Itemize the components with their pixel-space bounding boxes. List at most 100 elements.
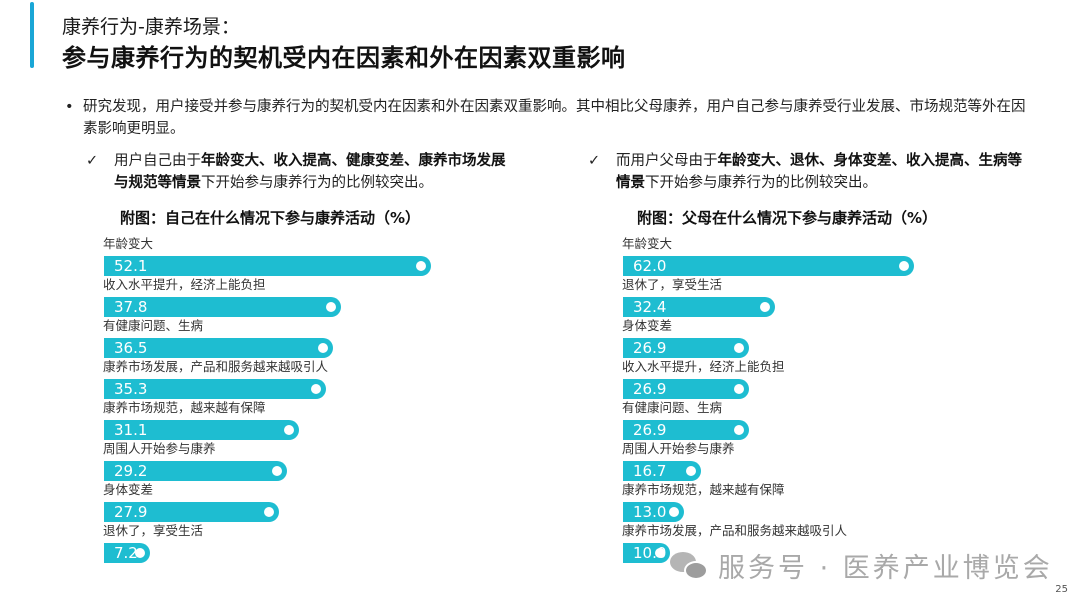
bar-category-label: 收入水平提升，经济上能负担 (622, 359, 785, 374)
bar: 62.0 (623, 256, 914, 276)
bar: 37.8 (104, 297, 342, 317)
wechat-icon (670, 550, 710, 582)
bar-value-label: 27.9 (114, 503, 148, 521)
finding-highlight: 年龄变大、退休、身体变差、收入提高、生病等情景 (616, 153, 1022, 191)
bar-end-dot-icon (326, 302, 337, 312)
finding-parents-text: 而用户父母由于年龄变大、退休、身体变差、收入提高、生病等情景下开始参与康养行为的… (588, 150, 1028, 194)
page-subtitle: 康养行为-康养场景： (62, 16, 240, 38)
bar: 31.1 (104, 420, 300, 440)
bar-row: 有健康问题、生病 36.5 (103, 318, 524, 359)
bar-row: 康养市场发展，产品和服务越来越吸引人 10.0 (622, 523, 1043, 564)
bar-value-label: 26.9 (633, 380, 667, 398)
bar: 36.5 (104, 338, 334, 358)
bullet-icon: • (65, 99, 74, 115)
finding-parents: ✓ 而用户父母由于年龄变大、退休、身体变差、收入提高、生病等情景下开始参与康养行… (588, 150, 1028, 194)
bar-end-dot-icon (898, 261, 909, 271)
bar-category-label: 康养市场规范，越来越有保障 (103, 400, 266, 415)
bar: 26.9 (623, 379, 750, 399)
bar-value-label: 37.8 (114, 298, 148, 316)
summary-paragraph: • 研究发现，用户接受并参与康养行为的契机受内在因素和外在因素双重影响。其中相比… (65, 96, 1026, 140)
bar-row: 康养市场规范，越来越有保障 13.0 (622, 482, 1043, 523)
bar-category-label: 周围人开始参与康养 (622, 441, 735, 456)
bar-category-label: 康养市场发展，产品和服务越来越吸引人 (103, 359, 329, 374)
bar-end-dot-icon (416, 261, 427, 271)
bar-end-dot-icon (734, 343, 745, 353)
bar-row: 退休了，享受生活 32.4 (622, 277, 1043, 318)
bar-value-label: 29.2 (114, 462, 148, 480)
bar-category-label: 康养市场规范，越来越有保障 (622, 482, 785, 497)
bar: 26.9 (623, 420, 750, 440)
bar: 7.2 (104, 543, 150, 563)
bar: 10.0 (623, 543, 670, 563)
bar-value-label: 36.5 (114, 339, 148, 357)
bar: 29.2 (104, 461, 288, 481)
bar-row: 康养市场发展，产品和服务越来越吸引人 35.3 (103, 359, 524, 400)
bar-end-dot-icon (686, 466, 697, 476)
bar-category-label: 康养市场发展，产品和服务越来越吸引人 (622, 523, 848, 538)
finding-prefix: 用户自己由于 (114, 153, 201, 169)
bar-value-label: 16.7 (633, 462, 667, 480)
bar-category-label: 退休了，享受生活 (622, 277, 723, 292)
bar-row: 周围人开始参与康养 16.7 (622, 441, 1043, 482)
bar-row: 身体变差 27.9 (103, 482, 524, 523)
bar-value-label: 13.0 (633, 503, 667, 521)
chart-self: 年龄变大 52.1 收入水平提升，经济上能负担 37.8 有健康问题、生病 36.5 康养市… (103, 236, 524, 564)
chart-parents: 年龄变大 62.0 退休了，享受生活 32.4 身体变差 26.9 收入水平提升，经济上能负… (622, 236, 1043, 564)
bar-category-label: 有健康问题、生病 (622, 400, 723, 415)
bar-row: 退休了，享受生活 7.2 (103, 523, 524, 564)
page-title: 参与康养行为的契机受内在因素和外在因素双重影响 (62, 44, 626, 72)
bar-category-label: 退休了，享受生活 (103, 523, 204, 538)
checkmark-icon: ✓ (86, 153, 99, 169)
bar-category-label: 有健康问题、生病 (103, 318, 204, 333)
bar-end-dot-icon (734, 384, 745, 394)
bar-end-dot-icon (318, 343, 329, 353)
bar-end-dot-icon (668, 507, 679, 517)
bar-row: 收入水平提升，经济上能负担 37.8 (103, 277, 524, 318)
bar-row: 康养市场规范，越来越有保障 31.1 (103, 400, 524, 441)
bar-end-dot-icon (284, 425, 295, 435)
bar-end-dot-icon (264, 507, 275, 517)
bar-end-dot-icon (310, 384, 321, 394)
finding-suffix: 下开始参与康养行为的比例较突出。 (645, 175, 877, 191)
bar-category-label: 周围人开始参与康养 (103, 441, 216, 456)
bar: 32.4 (623, 297, 775, 317)
bar-end-dot-icon (272, 466, 283, 476)
bar-category-label: 收入水平提升，经济上能负担 (103, 277, 266, 292)
chart-self-title: 附图：自己在什么情况下参与康养活动（%） (120, 209, 421, 227)
bar-row: 周围人开始参与康养 29.2 (103, 441, 524, 482)
finding-self: ✓ 用户自己由于年龄变大、收入提高、健康变差、康养市场发展与规范等情景下开始参与… (86, 150, 516, 194)
finding-prefix: 而用户父母由于 (616, 153, 718, 169)
bar-value-label: 32.4 (633, 298, 667, 316)
chart-parents-title: 附图：父母在什么情况下参与康养活动（%） (637, 209, 938, 227)
bar: 16.7 (623, 461, 702, 481)
finding-suffix: 下开始参与康养行为的比例较突出。 (201, 175, 433, 191)
bar-category-label: 年龄变大 (103, 236, 154, 251)
bar-row: 有健康问题、生病 26.9 (622, 400, 1043, 441)
bar-category-label: 年龄变大 (622, 236, 673, 251)
bar-row: 年龄变大 52.1 (103, 236, 524, 277)
bar-end-dot-icon (759, 302, 770, 312)
watermark: 服务号 · 医养产业博览会 (670, 546, 1053, 585)
finding-highlight: 年龄变大、收入提高、健康变差、康养市场发展与规范等情景 (114, 153, 506, 191)
bar-value-label: 26.9 (633, 421, 667, 439)
bar-row: 身体变差 26.9 (622, 318, 1043, 359)
bar: 27.9 (104, 502, 280, 522)
bar-value-label: 35.3 (114, 380, 148, 398)
bar-row: 年龄变大 62.0 (622, 236, 1043, 277)
finding-self-text: 用户自己由于年龄变大、收入提高、健康变差、康养市场发展与规范等情景下开始参与康养… (86, 150, 516, 194)
bar-end-dot-icon (734, 425, 745, 435)
bar-end-dot-icon (654, 548, 665, 558)
bar-row: 收入水平提升，经济上能负担 26.9 (622, 359, 1043, 400)
summary-text: 研究发现，用户接受并参与康养行为的契机受内在因素和外在因素双重影响。其中相比父母… (83, 99, 1026, 137)
watermark-text: 服务号 · 医养产业博览会 (718, 553, 1053, 584)
bar-value-label: 52.1 (114, 257, 148, 275)
bar: 13.0 (623, 502, 684, 522)
bar-value-label: 26.9 (633, 339, 667, 357)
page-number: 25 (1055, 584, 1068, 595)
bar-category-label: 身体变差 (103, 482, 154, 497)
bar-value-label: 62.0 (633, 257, 667, 275)
bar: 52.1 (104, 256, 432, 276)
bar: 26.9 (623, 338, 750, 358)
accent-bar (30, 2, 34, 68)
bar-value-label: 7.2 (114, 544, 138, 562)
